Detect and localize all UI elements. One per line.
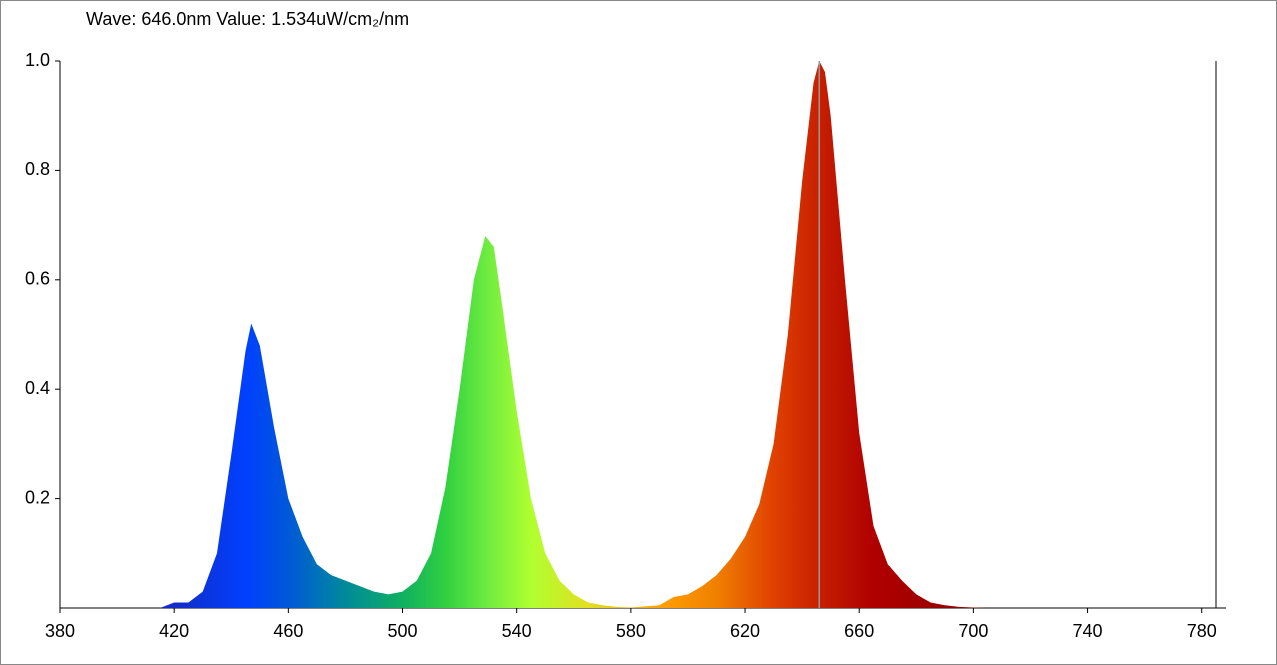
y-tick-label: 0.4 bbox=[25, 378, 50, 398]
x-tick-label: 660 bbox=[844, 621, 874, 641]
spectrum-area bbox=[159, 61, 988, 608]
x-tick-label: 700 bbox=[958, 621, 988, 641]
x-tick-label: 780 bbox=[1187, 621, 1217, 641]
y-tick-label: 0.2 bbox=[25, 487, 50, 507]
x-tick-label: 500 bbox=[387, 621, 417, 641]
x-tick-label: 420 bbox=[159, 621, 189, 641]
x-tick-label: 460 bbox=[273, 621, 303, 641]
x-tick-label: 620 bbox=[730, 621, 760, 641]
x-tick-label: 580 bbox=[616, 621, 646, 641]
y-tick-label: 0.6 bbox=[25, 269, 50, 289]
y-tick-label: 0.8 bbox=[25, 159, 50, 179]
y-tick-label: 1.0 bbox=[25, 50, 50, 70]
x-tick-label: 380 bbox=[45, 621, 75, 641]
chart-title: Wave: 646.0nm Value: 1.534uW/cm₂/nm bbox=[86, 9, 409, 29]
x-tick-label: 540 bbox=[502, 621, 532, 641]
x-tick-label: 740 bbox=[1073, 621, 1103, 641]
